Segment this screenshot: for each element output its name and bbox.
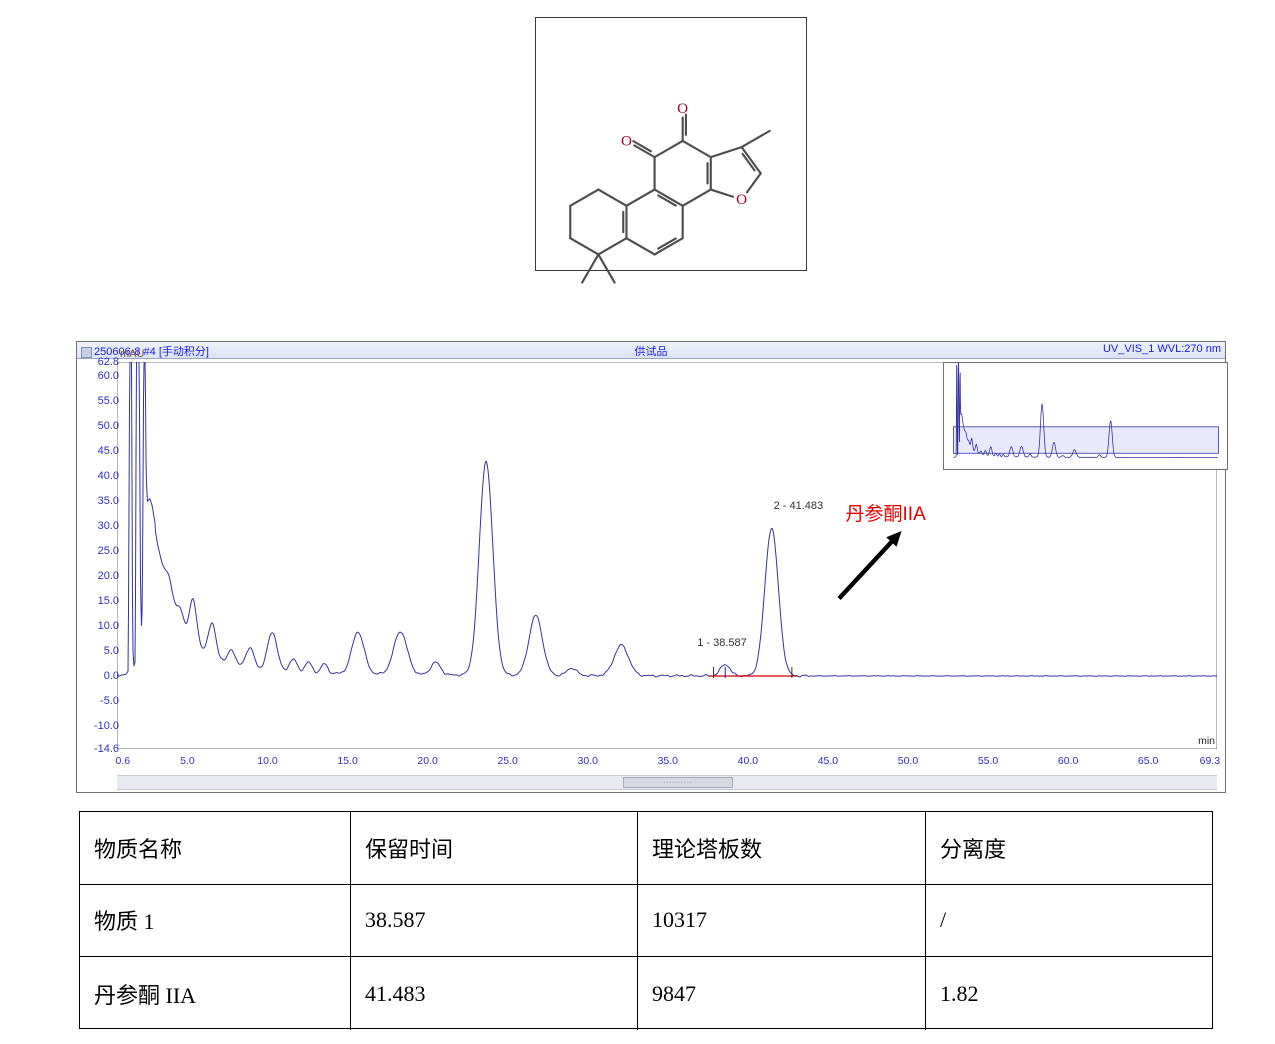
svg-text:O: O	[677, 100, 688, 117]
svg-text:O: O	[621, 132, 632, 149]
svg-text:O: O	[736, 191, 747, 208]
